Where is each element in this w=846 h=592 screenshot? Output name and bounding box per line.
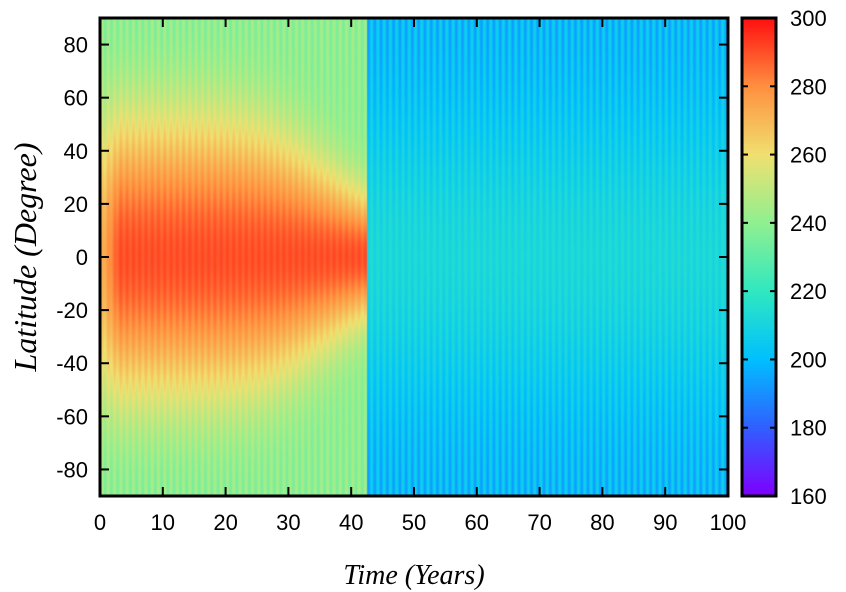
x-axis: 0 10 20 30 40 50 60 70 80 90 100 xyxy=(94,18,746,535)
colorbar-tick-label: 240 xyxy=(790,211,827,236)
colorbar-frame xyxy=(740,16,778,498)
x-tick-label: 50 xyxy=(402,510,426,535)
x-tick-label: 70 xyxy=(527,510,551,535)
x-tick-label: 60 xyxy=(465,510,489,535)
x-tick-label: 10 xyxy=(151,510,175,535)
colorbar-tick-label: 180 xyxy=(790,416,827,441)
y-tick-label: -40 xyxy=(56,351,88,376)
y-axis-title: Latitude (Degree) xyxy=(7,143,43,373)
x-tick-label: 90 xyxy=(653,510,677,535)
colorbar-tick-label: 300 xyxy=(790,6,827,31)
y-tick-label: -80 xyxy=(56,457,88,482)
colorbar-tick-label: 280 xyxy=(790,74,827,99)
x-tick-label: 0 xyxy=(94,510,106,535)
y-tick-label: 40 xyxy=(64,139,88,164)
heatmap-plot-area xyxy=(98,16,730,498)
y-tick-label: 60 xyxy=(64,86,88,111)
y-axis: -80 -60 -40 -20 0 20 40 60 80 xyxy=(56,33,728,482)
y-tick-label: 80 xyxy=(64,33,88,58)
colorbar-tick-label: 220 xyxy=(790,279,827,304)
colorbar-ticks: 160 180 200 220 240 260 280 300 xyxy=(742,6,827,509)
heatmap-image xyxy=(100,18,728,496)
x-tick-label: 80 xyxy=(590,510,614,535)
colorbar-gradient xyxy=(742,18,776,496)
colorbar-tick-label: 200 xyxy=(790,347,827,372)
x-tick-label: 20 xyxy=(213,510,237,535)
x-tick-label: 100 xyxy=(710,510,747,535)
y-tick-label: -60 xyxy=(56,404,88,429)
x-axis-title: Time (Years) xyxy=(343,560,484,591)
colorbar: 160 180 200 220 240 260 280 300 xyxy=(740,6,827,509)
colorbar-tick-label: 160 xyxy=(790,484,827,509)
y-tick-label: 20 xyxy=(64,192,88,217)
x-tick-label: 40 xyxy=(339,510,363,535)
y-tick-label: 0 xyxy=(76,245,88,270)
x-tick-label: 30 xyxy=(276,510,300,535)
colorbar-tick-label: 260 xyxy=(790,143,827,168)
y-tick-label: -20 xyxy=(56,298,88,323)
